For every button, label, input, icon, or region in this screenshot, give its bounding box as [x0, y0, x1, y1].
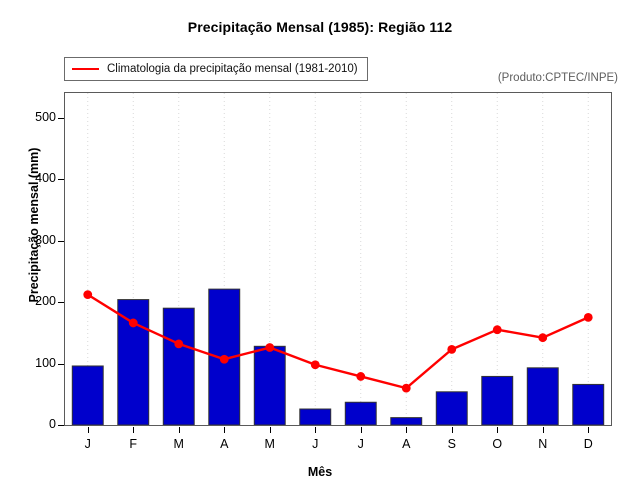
x-axis-tick-label-4: M: [264, 437, 275, 451]
bar-o-9: [481, 375, 514, 425]
climatology-point-10: [538, 333, 548, 343]
climatology-point-5: [310, 360, 320, 370]
chart-title: Precipitação Mensal (1985): Região 112: [187, 19, 453, 35]
climatology-point-6: [356, 372, 366, 381]
bar-j-5: [299, 408, 332, 425]
y-axis-label: Precipitação mensal (mm): [27, 147, 41, 303]
x-axis-tick-label-11: D: [583, 437, 593, 451]
x-axis-tick-mark: [360, 427, 362, 433]
climatology-point-8: [447, 344, 457, 354]
y-axis-tick-label: 100: [35, 355, 56, 370]
y-axis-tick-label: 500: [35, 109, 56, 124]
plot-area: [64, 92, 612, 426]
bar-n-10: [526, 367, 559, 425]
x-axis-tick-label-7: A: [402, 437, 411, 451]
x-axis-tick-label-1: F: [129, 437, 138, 451]
bar-m-2: [162, 307, 195, 425]
x-axis-tick-mark: [588, 427, 590, 433]
x-axis-tick-mark: [178, 427, 180, 433]
y-axis-tick-label: 300: [35, 232, 56, 247]
plot-canvas: [71, 93, 605, 425]
climatology-point-1: [128, 318, 138, 328]
x-axis-tick-label-8: S: [447, 437, 456, 451]
legend-label-climatology: Climatologia da precipitação mensal (198…: [107, 63, 358, 75]
y-axis-tick-mark: [58, 240, 64, 242]
bar-j-0: [71, 365, 104, 425]
x-axis-tick-mark: [87, 427, 89, 433]
legend-line-swatch-climatology: [72, 68, 99, 70]
bar-f-1: [117, 299, 150, 425]
x-axis-tick-mark: [315, 427, 317, 433]
x-axis-tick-label-5: J: [312, 437, 319, 451]
climatology-point-7: [401, 383, 411, 393]
y-axis-tick-label: 400: [35, 171, 56, 186]
y-axis-tick-mark: [58, 117, 64, 119]
y-axis-tick-mark: [58, 425, 64, 426]
y-axis-tick-mark: [58, 302, 64, 304]
y-axis-tick-mark: [58, 179, 64, 181]
x-axis-tick-label-3: A: [220, 437, 229, 451]
y-axis-tick-mark: [58, 363, 64, 365]
x-axis-tick-mark: [224, 427, 226, 433]
x-axis-tick-label-6: J: [357, 437, 364, 451]
chart-legend: Climatologia da precipitação mensal (198…: [64, 57, 368, 81]
x-axis-tick-mark: [269, 427, 271, 433]
x-axis-label: Mês: [307, 465, 333, 479]
climatology-point-11: [583, 313, 593, 322]
climatology-point-9: [492, 325, 502, 335]
x-axis-tick-label-0: J: [84, 437, 91, 451]
x-axis-tick-mark: [542, 427, 544, 433]
source-note: (Produto:CPTEC/INPE): [497, 72, 618, 84]
climatology-point-3: [219, 354, 229, 364]
x-axis-tick-label-2: M: [173, 437, 184, 451]
bar-m-4: [253, 345, 286, 425]
bar-a-7: [390, 417, 423, 425]
x-axis-tick-label-9: O: [492, 437, 503, 451]
y-axis-tick-label: 0: [49, 417, 56, 431]
bar-s-8: [435, 391, 468, 425]
x-axis-tick-mark: [406, 427, 408, 433]
climatology-line: [86, 293, 590, 390]
x-axis-tick-mark: [451, 427, 453, 433]
bar-j-6: [344, 401, 377, 425]
climatology-point-4: [265, 343, 275, 352]
x-axis-tick-mark: [497, 427, 499, 433]
x-axis-tick-mark: [133, 427, 135, 433]
y-axis-tick-label: 200: [35, 294, 56, 309]
climatology-point-2: [174, 339, 184, 349]
climatology-point-0: [83, 290, 93, 300]
bar-d-11: [572, 383, 605, 425]
x-axis-tick-label-10: N: [538, 437, 548, 451]
